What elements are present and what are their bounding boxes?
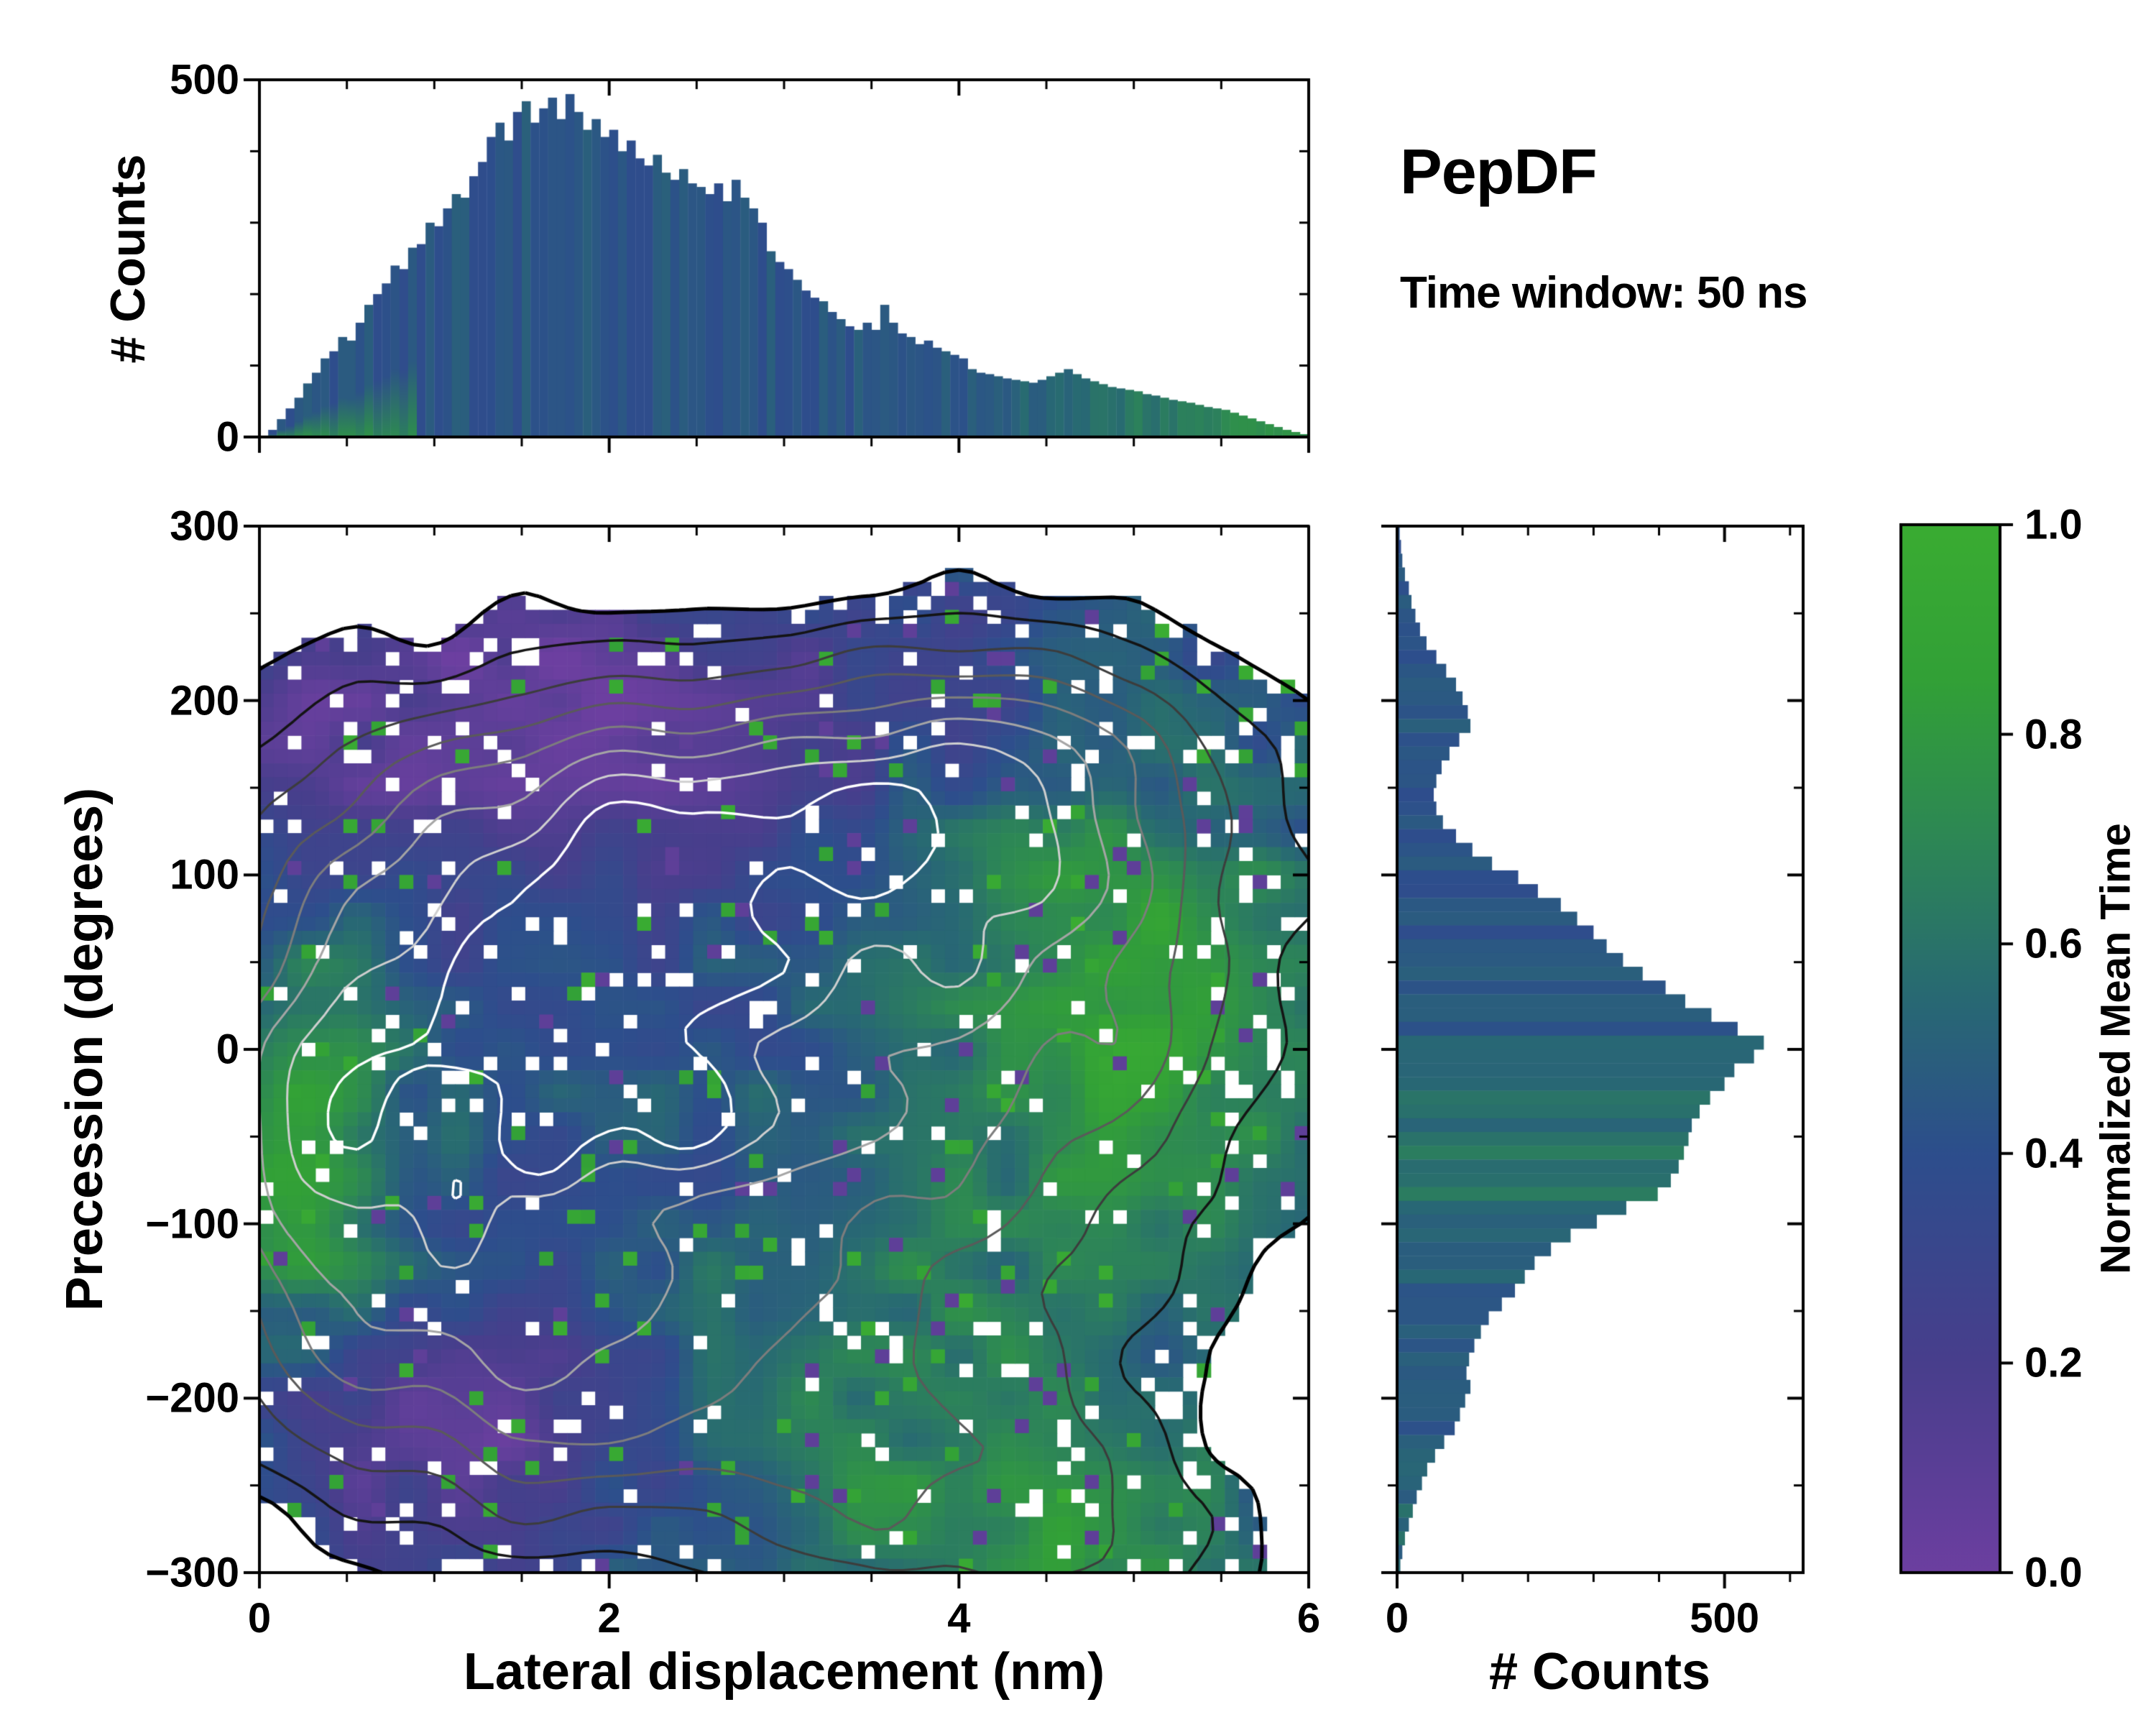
colorbar-tick-label: 0.6	[2024, 920, 2083, 967]
right-x-axis-label: # Counts	[1488, 1643, 1711, 1701]
colorbar-tick-label: 0.8	[2024, 711, 2083, 758]
main-y-tick-label: 200	[170, 677, 239, 724]
right-histogram-plot	[1365, 494, 1835, 1604]
main-y-tick-label: −100	[145, 1200, 239, 1248]
colorbar-tick-label: 0.0	[2024, 1549, 2083, 1596]
top-histogram-plot	[228, 48, 1340, 469]
colorbar	[1869, 493, 2032, 1604]
main-x-axis-label: Lateral displacement (nm)	[463, 1643, 1105, 1701]
colorbar-tick-label: 0.4	[2024, 1130, 2083, 1177]
main-y-tick-label: −200	[145, 1374, 239, 1422]
figure-subtitle: Time window: 50 ns	[1400, 268, 1808, 318]
main-y-axis-label: Precession (degrees)	[56, 787, 114, 1312]
main-y-tick-label: 100	[170, 851, 239, 898]
colorbar-tick-label: 1.0	[2024, 501, 2083, 548]
joint-heatmap-plot	[228, 494, 1340, 1604]
colorbar-label: Normalized Mean Time	[2092, 823, 2139, 1274]
main-y-tick-label: −300	[145, 1549, 239, 1596]
main-y-tick-label: 300	[170, 502, 239, 550]
top-hist-y-tick-label: 500	[170, 56, 239, 104]
figure-title: PepDF	[1400, 136, 1598, 207]
colorbar-tick-label: 0.2	[2024, 1339, 2083, 1386]
top-y-axis-label: # Counts	[101, 154, 155, 364]
